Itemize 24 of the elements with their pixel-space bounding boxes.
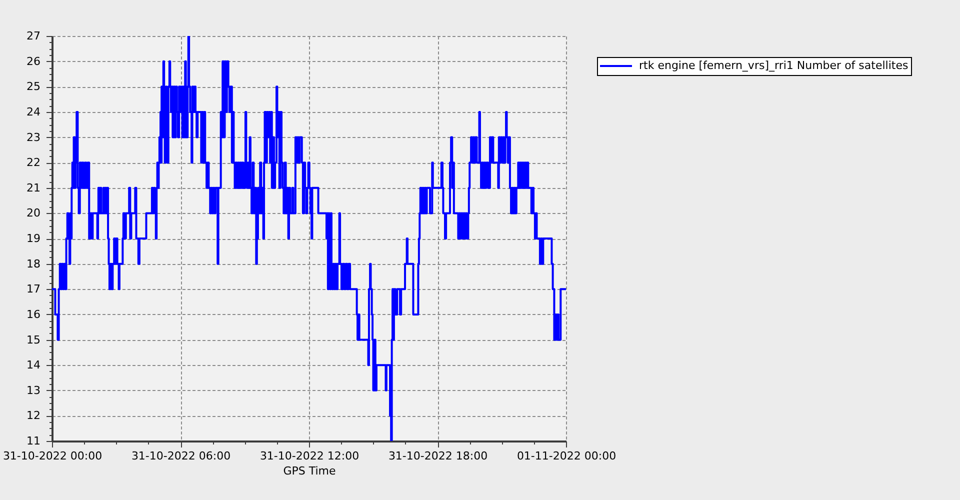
y-tick-label: 25 bbox=[26, 80, 40, 94]
y-tick-label: 11 bbox=[26, 434, 40, 448]
y-tick-label: 19 bbox=[26, 232, 40, 245]
y-tick-label: 13 bbox=[26, 384, 40, 397]
y-tick-label: 16 bbox=[26, 308, 40, 321]
y-tick-label: 21 bbox=[26, 181, 40, 194]
y-tick-label: 15 bbox=[26, 333, 40, 346]
y-tick-label: 26 bbox=[26, 54, 40, 68]
x-axis-title: GPS Time bbox=[283, 464, 336, 478]
x-tick-label: 31-10-2022 00:00 bbox=[2, 450, 102, 462]
y-tick-label: 24 bbox=[26, 105, 40, 118]
x-tick-label: 01-11-2022 00:00 bbox=[516, 450, 616, 462]
x-tick-label: 31-10-2022 06:00 bbox=[131, 450, 231, 462]
y-tick-label: 20 bbox=[26, 206, 40, 220]
x-tick-label: 31-10-2022 18:00 bbox=[388, 450, 488, 462]
y-tick-label: 23 bbox=[26, 130, 40, 144]
legend-label: rtk engine [femern_vrs]_rri1 Number of satellites bbox=[639, 59, 908, 72]
y-tick-label: 18 bbox=[26, 257, 40, 270]
y-tick-label: 27 bbox=[26, 30, 40, 42]
y-tick-label: 14 bbox=[26, 358, 40, 372]
x-tick-label: 31-10-2022 12:00 bbox=[260, 450, 360, 462]
y-tick-label: 17 bbox=[26, 282, 40, 296]
y-tick-label: 12 bbox=[26, 409, 40, 422]
y-tick-label: 22 bbox=[26, 156, 40, 170]
